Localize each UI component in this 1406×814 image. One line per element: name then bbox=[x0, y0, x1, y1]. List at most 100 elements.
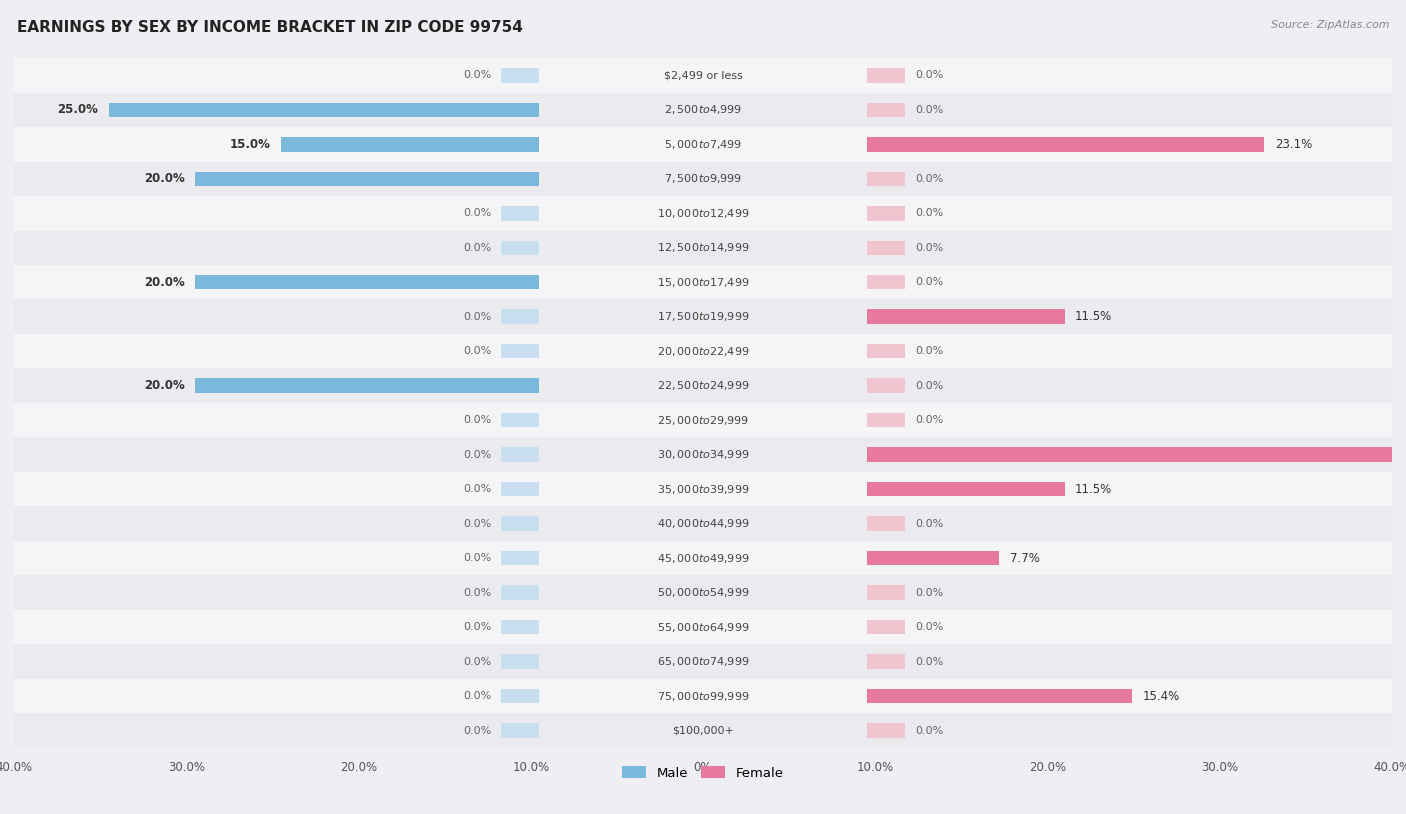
Bar bbox=[866, 240, 904, 255]
Bar bbox=[866, 689, 1132, 703]
Bar bbox=[502, 448, 540, 462]
Text: 0.0%: 0.0% bbox=[915, 381, 943, 391]
Bar bbox=[14, 575, 1392, 610]
Text: 0.0%: 0.0% bbox=[463, 208, 491, 218]
Bar bbox=[866, 482, 1064, 497]
Text: $25,000 to $29,999: $25,000 to $29,999 bbox=[657, 414, 749, 427]
Legend: Male, Female: Male, Female bbox=[617, 761, 789, 785]
Bar bbox=[14, 334, 1392, 369]
Text: $17,500 to $19,999: $17,500 to $19,999 bbox=[657, 310, 749, 323]
Text: $2,499 or less: $2,499 or less bbox=[664, 70, 742, 81]
Text: 0.0%: 0.0% bbox=[915, 105, 943, 115]
Text: Source: ZipAtlas.com: Source: ZipAtlas.com bbox=[1271, 20, 1389, 30]
Text: $7,500 to $9,999: $7,500 to $9,999 bbox=[664, 173, 742, 186]
Text: 0.0%: 0.0% bbox=[915, 346, 943, 357]
Bar bbox=[502, 516, 540, 531]
Bar bbox=[866, 516, 904, 531]
Text: 0.0%: 0.0% bbox=[915, 657, 943, 667]
Text: 11.5%: 11.5% bbox=[1076, 310, 1112, 323]
Bar bbox=[502, 585, 540, 600]
Bar bbox=[866, 551, 1000, 566]
Text: 0.0%: 0.0% bbox=[915, 243, 943, 253]
Bar bbox=[281, 137, 540, 151]
Text: $10,000 to $12,499: $10,000 to $12,499 bbox=[657, 207, 749, 220]
Bar bbox=[502, 482, 540, 497]
Bar bbox=[866, 275, 904, 290]
Text: $65,000 to $74,999: $65,000 to $74,999 bbox=[657, 655, 749, 668]
Text: 11.5%: 11.5% bbox=[1076, 483, 1112, 496]
Bar bbox=[195, 172, 540, 186]
Text: 25.0%: 25.0% bbox=[58, 103, 98, 116]
Bar bbox=[502, 724, 540, 737]
Text: 15.4%: 15.4% bbox=[1142, 689, 1180, 702]
Bar bbox=[502, 551, 540, 566]
Bar bbox=[866, 103, 904, 117]
Text: $55,000 to $64,999: $55,000 to $64,999 bbox=[657, 620, 749, 633]
Bar bbox=[502, 206, 540, 221]
Text: $12,500 to $14,999: $12,500 to $14,999 bbox=[657, 241, 749, 254]
Bar bbox=[108, 103, 540, 117]
Text: 0.0%: 0.0% bbox=[463, 657, 491, 667]
Bar bbox=[14, 540, 1392, 575]
Text: 0.0%: 0.0% bbox=[463, 70, 491, 81]
Text: 0.0%: 0.0% bbox=[463, 484, 491, 494]
Bar bbox=[866, 448, 1398, 462]
Bar bbox=[14, 645, 1392, 679]
Text: 0.0%: 0.0% bbox=[915, 278, 943, 287]
Bar bbox=[866, 585, 904, 600]
Bar bbox=[866, 413, 904, 427]
Text: 0.0%: 0.0% bbox=[915, 208, 943, 218]
Bar bbox=[866, 619, 904, 634]
Text: 15.0%: 15.0% bbox=[229, 138, 271, 151]
Bar bbox=[866, 309, 1064, 324]
Text: $45,000 to $49,999: $45,000 to $49,999 bbox=[657, 552, 749, 565]
Bar bbox=[14, 230, 1392, 265]
Text: $15,000 to $17,499: $15,000 to $17,499 bbox=[657, 276, 749, 289]
Text: 0.0%: 0.0% bbox=[463, 622, 491, 632]
Bar bbox=[502, 619, 540, 634]
Bar bbox=[14, 300, 1392, 334]
Text: 0.0%: 0.0% bbox=[463, 346, 491, 357]
Text: 0.0%: 0.0% bbox=[915, 622, 943, 632]
Bar bbox=[14, 196, 1392, 230]
Bar bbox=[866, 724, 904, 737]
Text: 0.0%: 0.0% bbox=[463, 691, 491, 701]
Bar bbox=[866, 379, 904, 393]
Text: 0.0%: 0.0% bbox=[915, 173, 943, 184]
Text: $5,000 to $7,499: $5,000 to $7,499 bbox=[664, 138, 742, 151]
Bar bbox=[502, 654, 540, 669]
Text: EARNINGS BY SEX BY INCOME BRACKET IN ZIP CODE 99754: EARNINGS BY SEX BY INCOME BRACKET IN ZIP… bbox=[17, 20, 523, 35]
Bar bbox=[14, 679, 1392, 713]
Bar bbox=[866, 206, 904, 221]
Text: $75,000 to $99,999: $75,000 to $99,999 bbox=[657, 689, 749, 702]
Text: 0.0%: 0.0% bbox=[915, 519, 943, 528]
Bar bbox=[14, 161, 1392, 196]
Bar bbox=[866, 344, 904, 358]
Bar bbox=[502, 344, 540, 358]
Text: 23.1%: 23.1% bbox=[1275, 138, 1312, 151]
Text: $40,000 to $44,999: $40,000 to $44,999 bbox=[657, 517, 749, 530]
Text: 0.0%: 0.0% bbox=[463, 312, 491, 322]
Bar bbox=[14, 58, 1392, 93]
Text: 0.0%: 0.0% bbox=[915, 70, 943, 81]
Bar bbox=[14, 506, 1392, 540]
Bar bbox=[502, 68, 540, 82]
Bar bbox=[195, 275, 540, 290]
Text: 20.0%: 20.0% bbox=[143, 173, 184, 186]
Bar bbox=[866, 137, 1264, 151]
Bar bbox=[14, 713, 1392, 748]
Bar bbox=[502, 240, 540, 255]
Text: 0.0%: 0.0% bbox=[463, 449, 491, 460]
Text: $22,500 to $24,999: $22,500 to $24,999 bbox=[657, 379, 749, 392]
Text: $30,000 to $34,999: $30,000 to $34,999 bbox=[657, 449, 749, 462]
Text: 0.0%: 0.0% bbox=[463, 415, 491, 425]
Text: 0.0%: 0.0% bbox=[463, 243, 491, 253]
Text: 0.0%: 0.0% bbox=[463, 725, 491, 736]
Text: 0.0%: 0.0% bbox=[915, 725, 943, 736]
Text: 0.0%: 0.0% bbox=[463, 553, 491, 563]
Bar bbox=[502, 309, 540, 324]
Text: 0.0%: 0.0% bbox=[915, 588, 943, 597]
Bar bbox=[14, 403, 1392, 437]
Bar bbox=[14, 610, 1392, 645]
Bar bbox=[866, 68, 904, 82]
